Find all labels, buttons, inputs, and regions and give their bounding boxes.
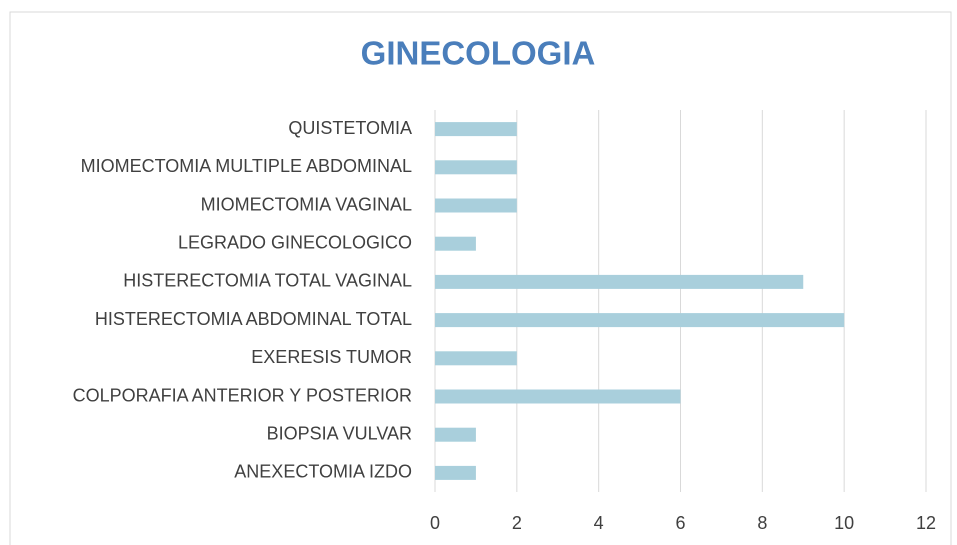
bar xyxy=(435,465,476,480)
y-tick-label: LEGRADO GINECOLOGICO xyxy=(178,232,412,252)
bar xyxy=(435,274,804,289)
x-tick-label: 6 xyxy=(675,513,685,533)
y-tick-label: COLPORAFIA ANTERIOR Y POSTERIOR xyxy=(73,385,412,405)
x-tick-label: 12 xyxy=(916,513,936,533)
bar xyxy=(435,389,681,404)
y-tick-label: MIOMECTOMIA MULTIPLE ABDOMINAL xyxy=(81,156,412,176)
x-tick-label: 2 xyxy=(512,513,522,533)
bar xyxy=(435,313,845,328)
chart-border xyxy=(9,11,952,545)
bar xyxy=(435,198,517,213)
x-tick-label: 10 xyxy=(834,513,854,533)
bar xyxy=(435,236,476,251)
bar xyxy=(435,427,476,442)
y-tick-label: HISTERECTOMIA ABDOMINAL TOTAL xyxy=(95,309,412,329)
bar xyxy=(435,122,517,137)
x-tick-label: 8 xyxy=(757,513,767,533)
y-tick-label: BIOPSIA VULVAR xyxy=(267,423,412,443)
chart-title: GINECOLOGIA xyxy=(361,35,596,72)
bar xyxy=(435,351,517,366)
y-tick-label: HISTERECTOMIA TOTAL VAGINAL xyxy=(123,271,412,291)
y-tick-label: QUISTETOMIA xyxy=(288,118,412,138)
y-tick-label: EXERESIS TUMOR xyxy=(251,347,412,367)
y-tick-label: MIOMECTOMIA VAGINAL xyxy=(201,194,412,214)
x-tick-label: 0 xyxy=(430,513,440,533)
y-tick-label: ANEXECTOMIA IZDO xyxy=(234,462,412,482)
x-tick-label: 4 xyxy=(594,513,604,533)
bar xyxy=(435,160,517,175)
